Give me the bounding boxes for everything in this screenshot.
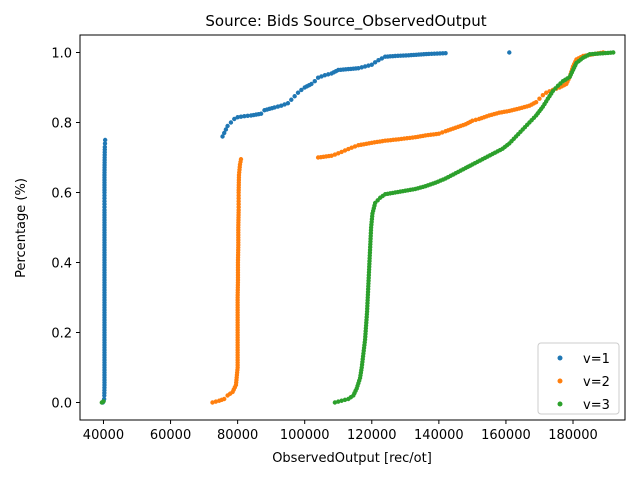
x-tick-label: 100000: [280, 428, 330, 443]
chart-title: Source: Bids Source_ObservedOutput: [205, 12, 486, 31]
legend-box: [537, 342, 620, 415]
data-point: [289, 97, 294, 102]
data-point: [272, 105, 277, 110]
data-point: [376, 58, 381, 63]
data-point: [238, 157, 244, 162]
data-point: [372, 60, 378, 65]
y-tick-label: 0.0: [51, 397, 72, 412]
legend-label: v=1: [583, 352, 610, 367]
data-point: [222, 396, 227, 402]
data-point: [443, 51, 448, 56]
data-point: [342, 397, 348, 403]
series-1: [100, 50, 512, 405]
data-point: [228, 120, 234, 125]
data-point: [102, 137, 108, 143]
data-point: [362, 64, 368, 69]
data-point: [436, 131, 442, 136]
data-point: [470, 118, 475, 123]
data-point: [102, 141, 108, 146]
data-point: [238, 114, 244, 119]
data-point: [339, 149, 344, 155]
x-axis: 40000 60000 80000 100000 120000 140000 160000 1…: [83, 420, 598, 443]
data-point: [537, 96, 542, 101]
data-point: [336, 399, 341, 404]
x-axis-label: ObservedOutput [rec/ot]: [272, 451, 432, 466]
data-point: [282, 102, 287, 107]
x-tick-label: 40000: [83, 428, 124, 443]
data-point: [533, 100, 539, 105]
data-point: [473, 117, 478, 123]
x-tick-label: 180000: [548, 428, 598, 443]
y-tick-label: 0.8: [51, 117, 72, 132]
y-tick-label: 0.6: [51, 187, 72, 202]
data-point: [213, 399, 219, 404]
data-point: [366, 63, 371, 68]
data-point: [242, 114, 247, 119]
data-point: [295, 90, 301, 95]
data-point: [220, 134, 225, 139]
y-tick-label: 1.0: [51, 47, 72, 62]
data-point: [336, 151, 341, 156]
data-point: [440, 130, 445, 135]
data-point: [222, 130, 227, 136]
data-point: [309, 81, 314, 87]
data-point: [329, 153, 334, 158]
data-point: [611, 50, 616, 55]
x-tick-label: 80000: [217, 428, 258, 443]
data-point: [312, 79, 317, 84]
data-point: [359, 65, 364, 70]
plot-frame: [79, 34, 626, 421]
data-point: [285, 101, 291, 106]
series-3: [99, 50, 616, 405]
data-point: [245, 113, 250, 119]
data-point: [210, 400, 215, 405]
data-point: [369, 62, 374, 67]
y-tick-label: 0.2: [51, 327, 72, 342]
legend-marker: [557, 355, 563, 361]
data-point: [223, 127, 229, 132]
y-tick-label: 0.4: [51, 257, 72, 272]
legend-marker: [557, 378, 563, 384]
data-point: [342, 148, 348, 153]
data-point: [379, 56, 385, 61]
legend-label: v=2: [583, 375, 610, 390]
data-point: [325, 72, 331, 77]
data-point: [292, 94, 297, 99]
data-point: [319, 74, 324, 79]
data-point: [332, 152, 338, 157]
data-point: [315, 75, 321, 80]
data-point: [507, 50, 512, 55]
legend-label: v=3: [583, 398, 610, 413]
data-point: [101, 399, 106, 404]
data-point: [346, 146, 351, 152]
data-point: [299, 87, 304, 93]
data-point: [235, 115, 240, 120]
data-points: [99, 50, 616, 405]
data-point: [232, 116, 237, 122]
legend-marker: [557, 401, 563, 407]
data-point: [279, 103, 284, 108]
legend: v=1 v=2 v=3: [537, 342, 620, 415]
y-axis: 0.0 0.2 0.4 0.6 0.8 1.0: [51, 47, 80, 412]
data-point: [258, 111, 264, 116]
data-point: [102, 144, 108, 150]
data-point: [352, 144, 358, 149]
data-point: [322, 73, 328, 78]
data-point: [275, 104, 281, 109]
x-tick-label: 140000: [414, 428, 464, 443]
data-point: [356, 66, 361, 71]
data-point: [339, 398, 344, 403]
data-point: [225, 123, 230, 129]
data-point: [543, 90, 549, 95]
x-tick-label: 60000: [150, 428, 191, 443]
data-point: [349, 145, 354, 150]
y-axis-label: Percentage (%): [14, 178, 29, 278]
data-point: [332, 400, 338, 405]
data-point: [540, 93, 546, 98]
x-tick-label: 120000: [347, 428, 397, 443]
x-tick-label: 160000: [481, 428, 531, 443]
